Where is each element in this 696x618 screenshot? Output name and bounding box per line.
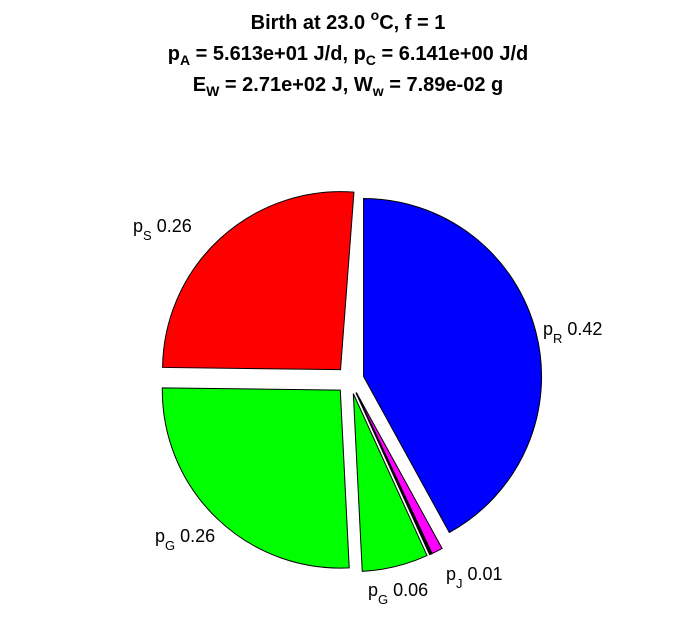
title-pa-sub: A (179, 52, 191, 68)
slice-label-3: pG 0.06 (368, 580, 428, 607)
pie-slice-2 (355, 392, 433, 556)
title-line-1-post: C, f = 1 (379, 12, 446, 34)
title-ww-symbol: W (353, 74, 373, 96)
title-ew-sub: W (206, 83, 220, 99)
title-ww-value: = 7.89e-02 g (383, 74, 504, 96)
pie-slice-4 (161, 387, 350, 569)
slice-label-1: pJ 0.01 (446, 564, 503, 591)
slice-label-5: pS 0.26 (133, 216, 192, 243)
title-ew-value: = 2.71e+02 J, (219, 74, 354, 96)
pie-slice-5 (162, 191, 355, 371)
pie-slice-0 (363, 198, 543, 534)
title-ew-symbol: E (192, 74, 207, 96)
title-line-1-pre: Birth at 23.0 (250, 12, 371, 34)
pie-slice-3 (352, 393, 428, 572)
title-pc-value: = 6.141e+00 J/d (375, 43, 529, 65)
title-pa-value: = 5.613e+01 J/d, (190, 43, 354, 65)
title-line-1: Birth at 23.0 oC, f = 1 (0, 8, 696, 39)
chart-title: Birth at 23.0 oC, f = 1 pA = 5.613e+01 J… (0, 8, 696, 101)
title-line-2: pA = 5.613e+01 J/d, pC = 6.141e+00 J/d (0, 39, 696, 70)
title-ww-sub: w (372, 83, 384, 99)
pie-slice-1 (355, 392, 443, 555)
title-pa-symbol: p (167, 43, 180, 65)
slice-label-4: pG 0.26 (155, 526, 215, 553)
title-pc-sub: C (365, 52, 376, 68)
title-degree-sup: o (370, 7, 380, 23)
slice-label-0: pR 0.42 (543, 319, 602, 346)
title-pc-symbol: p (353, 43, 366, 65)
title-line-3: EW = 2.71e+02 J, Ww = 7.89e-02 g (0, 70, 696, 101)
